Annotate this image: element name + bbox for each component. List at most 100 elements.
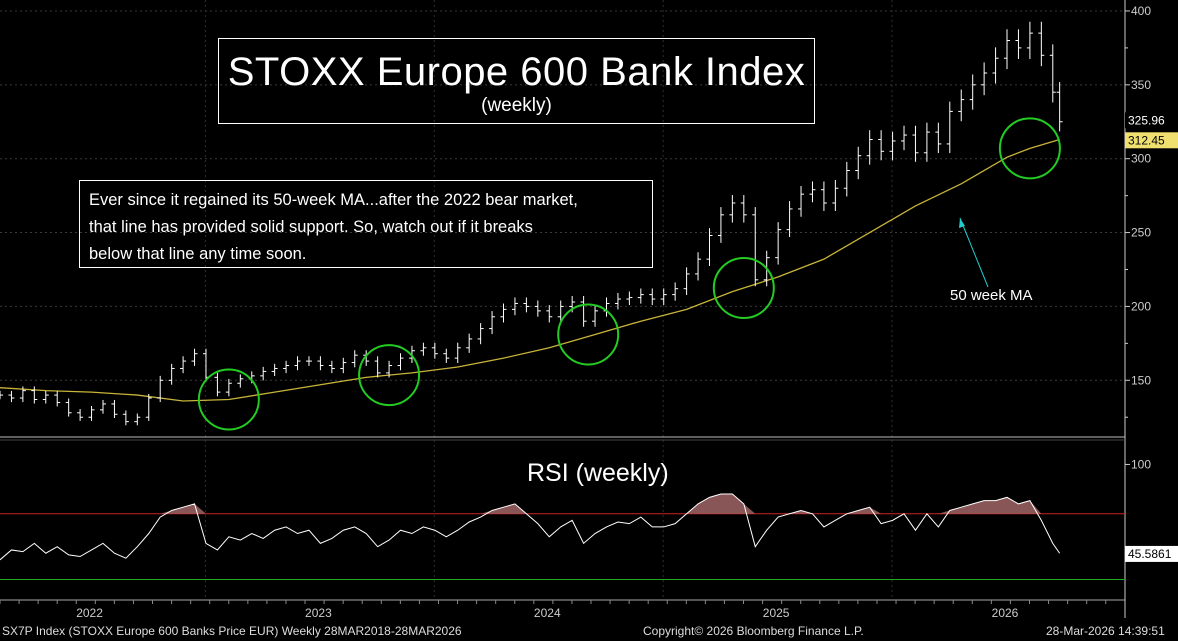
price-bar [649, 288, 656, 306]
price-bar [958, 89, 965, 122]
price-bar [923, 122, 930, 162]
ma-arrow-head [959, 218, 965, 228]
price-bar [374, 356, 381, 378]
price-bar [992, 47, 999, 84]
price-bar [328, 360, 335, 374]
price-bar [122, 410, 129, 426]
y-tick-label: 300 [1131, 152, 1151, 166]
price-bar [740, 195, 747, 223]
price-bar [111, 399, 118, 419]
title-box: STOXX Europe 600 Bank Index (weekly) [218, 38, 815, 124]
ma-arrow [959, 217, 989, 288]
rsi-title: RSI (weekly) [527, 459, 669, 487]
x-tick-label: 2025 [763, 606, 790, 620]
price-bar [775, 222, 782, 265]
footer-center: Copyright© 2026 Bloomberg Finance L.P. [643, 624, 864, 638]
price-bar [168, 363, 175, 385]
price-bar [260, 366, 267, 381]
price-bar [340, 357, 347, 374]
price-bar [77, 409, 84, 421]
price-bar [157, 375, 164, 403]
x-tick-label: 2022 [76, 606, 103, 620]
price-bar [534, 300, 541, 317]
last-price-tag-bg [1125, 132, 1178, 149]
price-bar [637, 288, 644, 304]
annotation-line: that line has provided solid support. So… [89, 218, 533, 236]
price-bar [317, 356, 324, 371]
price-bar [546, 305, 553, 323]
price-bar [397, 353, 404, 371]
price-bar [614, 292, 621, 310]
price-bar [500, 303, 507, 323]
axis-labels: 2022 2023 2024 2025 2026 325.96 312.45 45.5861 [76, 112, 1178, 620]
y-tick-label: 400 [1131, 4, 1151, 18]
price-bar [191, 348, 198, 366]
chart-subtitle: (weekly) [481, 95, 552, 116]
rsi-overbought-fill [0, 494, 1060, 514]
gridlines [0, 0, 1125, 600]
price-bar [42, 390, 49, 404]
rsi-last-tag: 45.5861 [1128, 547, 1172, 561]
support-circle [712, 256, 775, 319]
price-bar [843, 161, 850, 197]
price-bar [386, 360, 393, 378]
price-bar [1026, 21, 1033, 59]
price-bar [557, 300, 564, 323]
last-price-tag: 312.45 [1128, 133, 1165, 147]
price-bar [523, 297, 530, 313]
price-bar [855, 146, 862, 180]
price-bar [901, 125, 908, 151]
price-bar [54, 390, 61, 407]
y-tick-label: 250 [1131, 226, 1151, 240]
price-bar [798, 185, 805, 217]
price-bar [1038, 21, 1045, 67]
price-bar [511, 297, 518, 316]
y-tick-label: 200 [1131, 299, 1151, 313]
price-bar [420, 342, 427, 356]
rsi-last-tag-bg [1125, 545, 1178, 562]
price-bar [786, 201, 793, 238]
price-bar [866, 130, 873, 165]
x-tick-label: 2024 [534, 606, 561, 620]
price-bar [935, 122, 942, 154]
footer-left: SX7P Index (STOXX Europe 600 Banks Price… [2, 624, 462, 638]
price-axis: 150 200 250 300 350 400 100 [1125, 4, 1151, 471]
price-bar [912, 125, 919, 162]
annotation-line: Ever since it regained its 50-week MA...… [89, 191, 578, 209]
price-bar [878, 130, 885, 161]
support-circles [197, 117, 1061, 431]
price-bar [294, 356, 301, 371]
price-bar [431, 342, 438, 359]
support-circle [197, 368, 260, 431]
support-circle [998, 117, 1061, 180]
price-bar [31, 386, 38, 404]
price-bar [19, 386, 26, 403]
price-bar [271, 363, 278, 377]
price-bar [145, 393, 152, 421]
time-axis [0, 600, 1107, 604]
price-bar [626, 291, 633, 306]
price-bar [180, 356, 187, 374]
y-tick-label: 350 [1131, 78, 1151, 92]
support-circle [557, 303, 620, 366]
price-bar [717, 207, 724, 243]
price-bar [592, 305, 599, 327]
price-bar [237, 374, 244, 388]
x-tick-label: 2026 [992, 606, 1019, 620]
price-bar [99, 399, 106, 414]
price-bar [8, 390, 15, 403]
ma-layer [0, 138, 1060, 402]
price-bar [1056, 82, 1063, 132]
price-bar [1049, 44, 1056, 103]
price-bar [981, 62, 988, 96]
other-level-tag-bg [1125, 112, 1178, 129]
price-bar [0, 390, 3, 400]
price-bar [752, 207, 759, 287]
ma-label: 50 week MA [950, 287, 1033, 304]
price-bar [706, 228, 713, 267]
rsi-layer [0, 493, 1125, 581]
price-bar [454, 342, 461, 364]
price-bar [214, 372, 221, 397]
price-bar [889, 131, 896, 161]
